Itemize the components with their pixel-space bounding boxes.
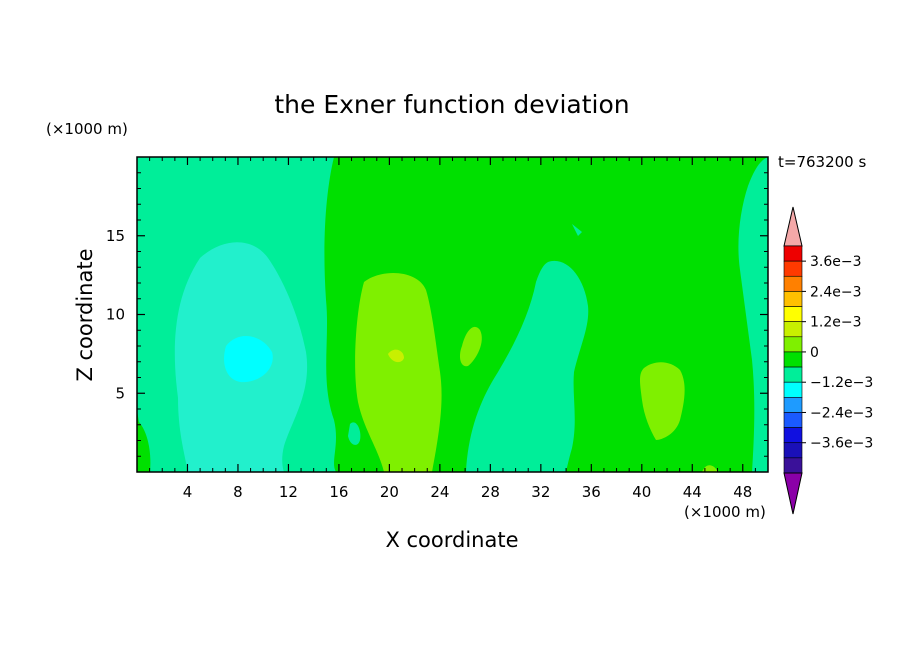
x-tick-label: 4: [183, 483, 193, 501]
colorbar-swatch: [783, 397, 803, 413]
colorbar-swatch: [783, 427, 803, 444]
y-unit-label: (×1000 m): [46, 120, 128, 138]
chart-title: the Exner function deviation: [274, 90, 629, 119]
x-axis: 4 8 12 16 20 24 28 32 36 40 44 48: [149, 157, 756, 501]
colorbar-swatch: [783, 442, 803, 459]
x-tick-label: 40: [632, 483, 651, 501]
plot-area: [137, 157, 768, 472]
region-central-yg: [355, 272, 442, 472]
x-tick-label: 48: [733, 483, 752, 501]
colorbar: 3.6e−3 2.4e−3 1.2e−3 0 −1.2e−3 −2.4e−3 −3.6e−3: [783, 206, 873, 515]
region-middle-band: [466, 260, 589, 472]
y-axis: 5 10 15: [106, 172, 768, 457]
x-tick-label: 28: [481, 483, 500, 501]
x-unit-label: (×1000 m): [684, 503, 766, 521]
region-top-streak: [572, 224, 582, 236]
colorbar-swatch: [783, 366, 803, 383]
x-tick-label: 24: [430, 483, 449, 501]
x-axis-label: X coordinate: [385, 528, 518, 552]
colorbar-swatch: [783, 321, 803, 338]
colorbar-label: −2.4e−3: [810, 405, 873, 421]
y-tick-label: 10: [106, 306, 125, 324]
x-tick-label: 12: [279, 483, 298, 501]
colorbar-label: −1.2e−3: [810, 375, 873, 391]
x-tick-label: 20: [380, 483, 399, 501]
colorbar-label: 0: [810, 345, 819, 361]
colorbar-bottom-arrow: [783, 472, 803, 515]
region-left-core: [224, 335, 273, 383]
region-central-core: [388, 349, 404, 363]
y-axis-label: Z coordinate: [73, 248, 97, 381]
region-right-yg-bottom: [702, 465, 718, 472]
colorbar-swatch: [783, 412, 803, 428]
x-tick-label: 36: [582, 483, 601, 501]
colorbar-label: −3.6e−3: [810, 436, 873, 452]
colorbar-swatch: [783, 291, 803, 307]
colorbar-swatch: [783, 336, 803, 353]
y-tick-label: 15: [106, 227, 125, 245]
colorbar-label: 2.4e−3: [810, 284, 862, 300]
colorbar-swatch: [783, 351, 803, 368]
colorbar-top-arrow: [783, 206, 803, 247]
region-right-yg: [640, 362, 685, 440]
colorbar-swatch: [783, 275, 803, 292]
colorbar-swatch: [783, 260, 803, 277]
colorbar-swatch: [783, 381, 803, 398]
x-tick-label: 32: [531, 483, 550, 501]
colorbar-swatch: [783, 457, 803, 474]
x-tick-label: 16: [329, 483, 348, 501]
x-tick-label: 44: [683, 483, 702, 501]
colorbar-label: 3.6e−3: [810, 254, 862, 270]
region-left-pocket: [137, 420, 151, 472]
y-tick-label: 5: [115, 384, 125, 402]
region-small-spot: [348, 422, 361, 445]
x-tick-label: 8: [233, 483, 243, 501]
colorbar-label: 1.2e−3: [810, 315, 862, 331]
colorbar-swatch: [783, 245, 803, 262]
time-label: t=763200 s: [778, 153, 866, 171]
colorbar-swatch: [783, 306, 803, 322]
region-small-yg: [460, 326, 482, 367]
